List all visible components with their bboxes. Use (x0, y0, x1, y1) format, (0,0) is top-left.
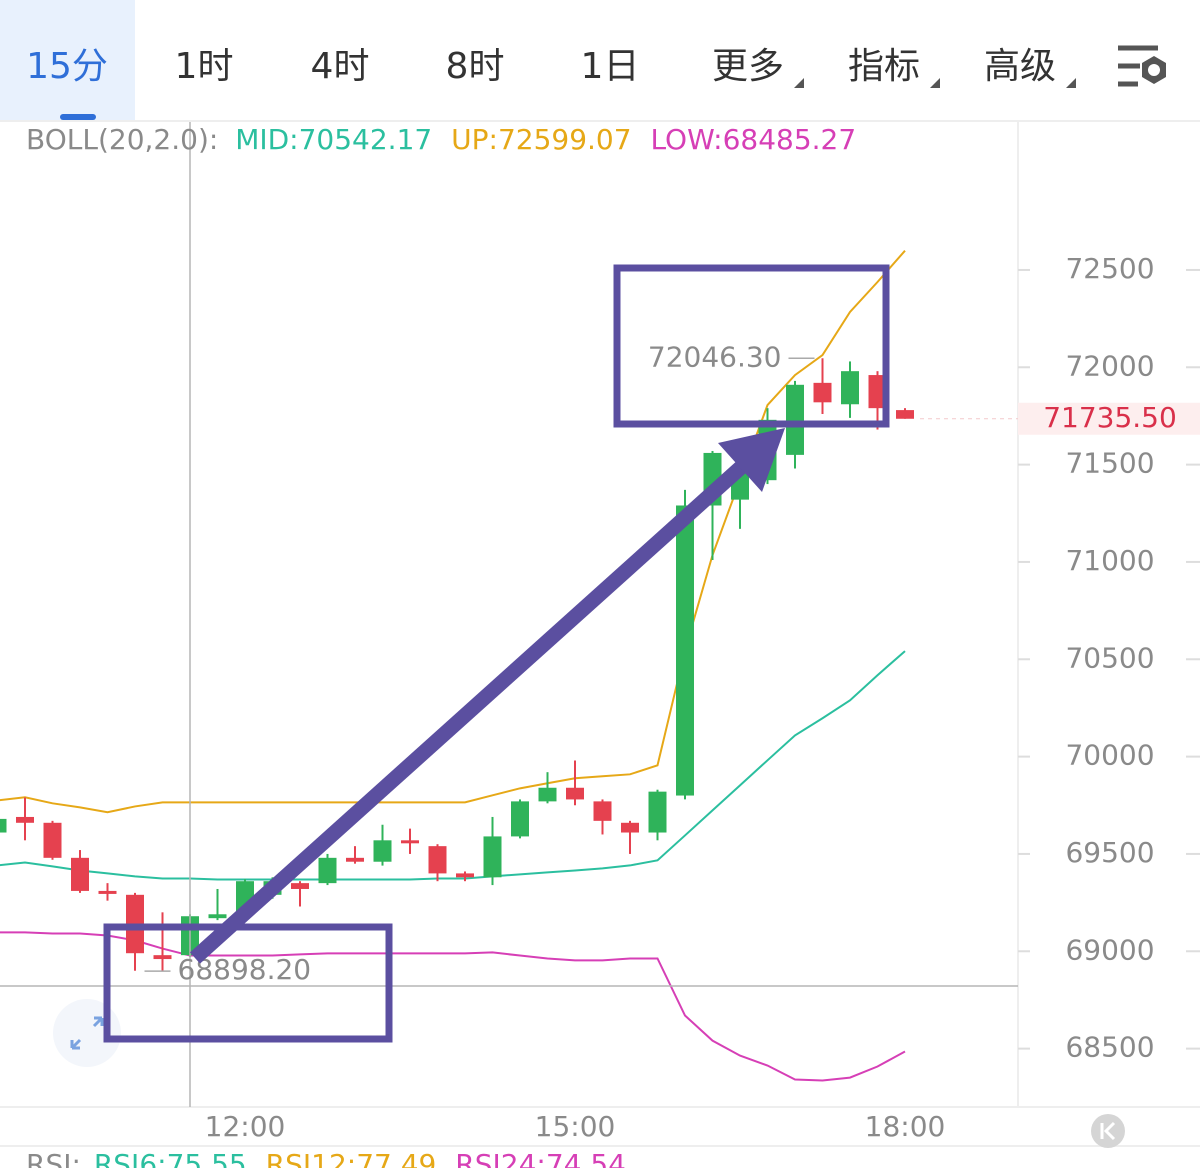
candle-body (318, 857, 337, 884)
candle-body (16, 816, 34, 823)
candle-body (428, 846, 447, 874)
active-tab-indicator (60, 114, 96, 120)
tab[interactable]: 15分 (26, 46, 108, 87)
trend-arrow-shaft (189, 455, 754, 964)
rsi6: RSI6:75.55 (94, 1148, 247, 1168)
dropdown-caret (794, 78, 804, 88)
candle-body (346, 857, 364, 862)
y-tick-label: 72000 (1065, 349, 1154, 382)
y-tick-label: 71000 (1065, 544, 1154, 577)
tab-bar: 15分 1时 4时 8时 1日 更多 指标 高级 (26, 46, 1076, 88)
annotations (103, 264, 890, 1043)
active-tab-bg (0, 0, 135, 120)
candle-body (566, 787, 584, 800)
settings-icon[interactable] (1118, 45, 1166, 87)
plot-area (0, 249, 914, 1082)
indicator-legend: BOLL(20,2.0): MID:70542.17 UP:72599.07 L… (26, 123, 856, 156)
tab[interactable]: 1时 (175, 46, 234, 87)
tab[interactable]: 1日 (581, 46, 640, 87)
tab[interactable]: 指标 (848, 46, 920, 87)
highlight-box-high (613, 264, 890, 428)
candle-body (621, 822, 639, 833)
tab[interactable]: 4时 (311, 46, 370, 87)
y-tick-label: 71500 (1065, 447, 1154, 480)
boll-line (0, 931, 906, 1082)
expand-icon (70, 1016, 104, 1050)
tab[interactable]: 高级 (984, 46, 1056, 87)
rsi-legend: RSI: RSI6:75.55 RSI12:77.49 RSI24:74.54 (26, 1148, 626, 1168)
candle-body (291, 883, 309, 889)
y-tick-label: 69000 (1065, 933, 1154, 966)
x-tick-label: 15:00 (535, 1110, 616, 1143)
scroll-end-icon (1100, 1121, 1116, 1141)
x-tick-label: 18:00 (865, 1110, 946, 1143)
candle-body (401, 840, 419, 844)
price-marker-label: 72046.30 (648, 340, 782, 373)
last-price-bg (1018, 402, 1200, 435)
y-tick-label: 70500 (1065, 641, 1154, 674)
indicator-label: BOLL(20,2.0): (26, 123, 218, 156)
candle-body (208, 914, 227, 919)
candle-body (456, 873, 474, 878)
x-tick-label: 12:00 (205, 1110, 286, 1143)
candle-body (786, 384, 804, 455)
dropdown-caret (930, 78, 940, 88)
rsi12: RSI12:77.49 (266, 1148, 437, 1168)
y-tick-label: 72500 (1065, 252, 1154, 285)
candle-body (868, 375, 887, 409)
expand-button[interactable] (53, 999, 121, 1067)
candle-body (373, 840, 392, 862)
rsi24: RSI24:74.54 (455, 1148, 626, 1168)
candle-body (896, 410, 914, 419)
highlight-box-low (103, 923, 393, 1043)
tab[interactable]: 8时 (446, 46, 505, 87)
candle-body (71, 857, 89, 891)
candle-body (593, 801, 612, 821)
candle-body (841, 371, 859, 405)
candle-body (538, 787, 557, 802)
candle-body (813, 382, 832, 403)
rsi-label: RSI: (26, 1148, 81, 1168)
candle-body (153, 955, 172, 960)
candle-body (511, 801, 529, 837)
candle-body (0, 818, 7, 833)
candle-body (43, 822, 62, 858)
legend-up: UP:72599.07 (451, 123, 631, 156)
tab[interactable]: 更多 (712, 46, 784, 87)
y-tick-label: 69500 (1065, 836, 1154, 869)
last-price-label: 71735.50 (1043, 401, 1177, 434)
dropdown-caret (1066, 78, 1076, 88)
candle-body (648, 791, 667, 833)
candle-body (676, 505, 694, 796)
boll-line (0, 650, 906, 881)
y-tick-label: 68500 (1065, 1031, 1154, 1064)
trend-arrow-head (718, 428, 785, 492)
candle-body (98, 890, 117, 894)
y-tick-label: 70000 (1065, 739, 1154, 772)
candle-body (483, 836, 502, 878)
legend-low: LOW:68485.27 (650, 123, 856, 156)
legend-mid: MID:70542.17 (235, 123, 432, 156)
